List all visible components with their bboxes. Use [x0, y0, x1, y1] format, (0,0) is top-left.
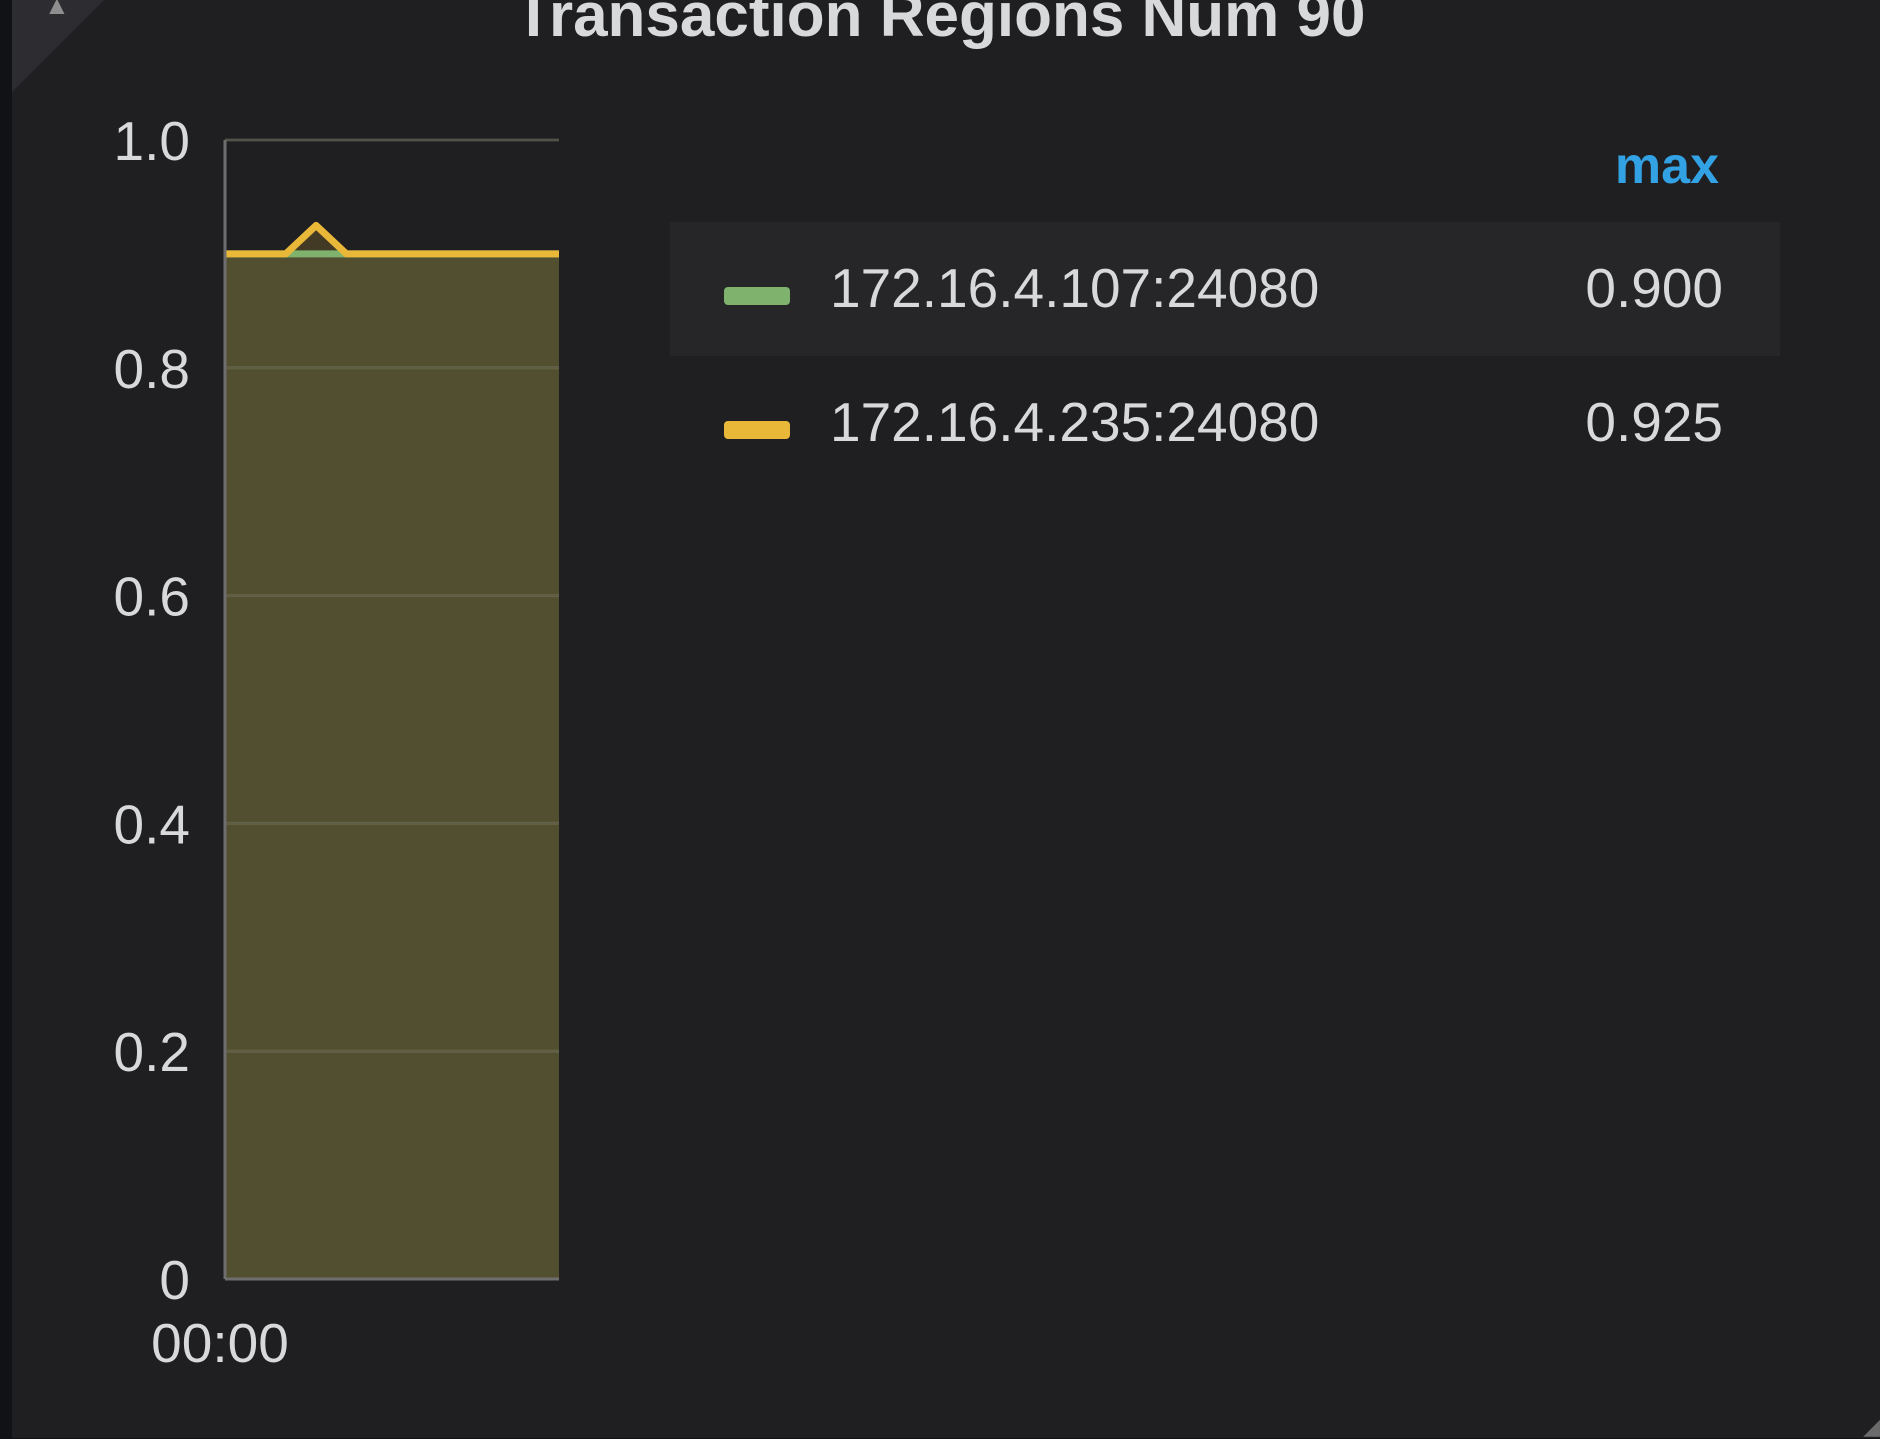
legend-series-max: 0.925 — [1585, 390, 1723, 454]
y-tick-label: 0.6 — [114, 566, 190, 628]
legend-series-name[interactable]: 172.16.4.235:24080 — [830, 390, 1319, 454]
y-tick-label: 1.0 — [114, 110, 190, 172]
legend-column-max[interactable]: max — [1615, 136, 1719, 196]
y-tick-label: 0 — [159, 1249, 190, 1311]
series-area — [225, 225, 559, 1279]
legend-series-max: 0.900 — [1585, 256, 1723, 320]
legend-series-name[interactable]: 172.16.4.107:24080 — [830, 256, 1319, 320]
series-color-swatch[interactable] — [724, 287, 790, 305]
y-tick-label: 0.8 — [114, 338, 190, 400]
y-tick-label: 0.4 — [114, 793, 190, 855]
series-color-swatch[interactable] — [724, 421, 790, 439]
legend-item[interactable]: 172.16.4.235:24080 0.925 — [670, 356, 1780, 490]
series-line — [225, 225, 559, 253]
resize-handle-icon[interactable]: ◢ — [1863, 1416, 1880, 1438]
y-tick-label: 0.2 — [114, 1021, 190, 1083]
legend-item[interactable]: 172.16.4.107:24080 0.900 — [670, 222, 1780, 356]
x-tick-label: 00:00 — [151, 1312, 289, 1374]
